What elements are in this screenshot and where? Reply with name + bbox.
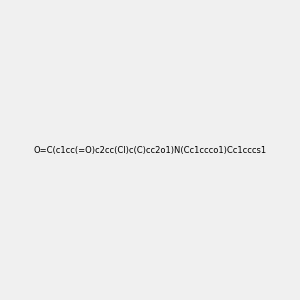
Text: O=C(c1cc(=O)c2cc(Cl)c(C)cc2o1)N(Cc1ccco1)Cc1cccs1: O=C(c1cc(=O)c2cc(Cl)c(C)cc2o1)N(Cc1ccco1… — [33, 146, 267, 154]
